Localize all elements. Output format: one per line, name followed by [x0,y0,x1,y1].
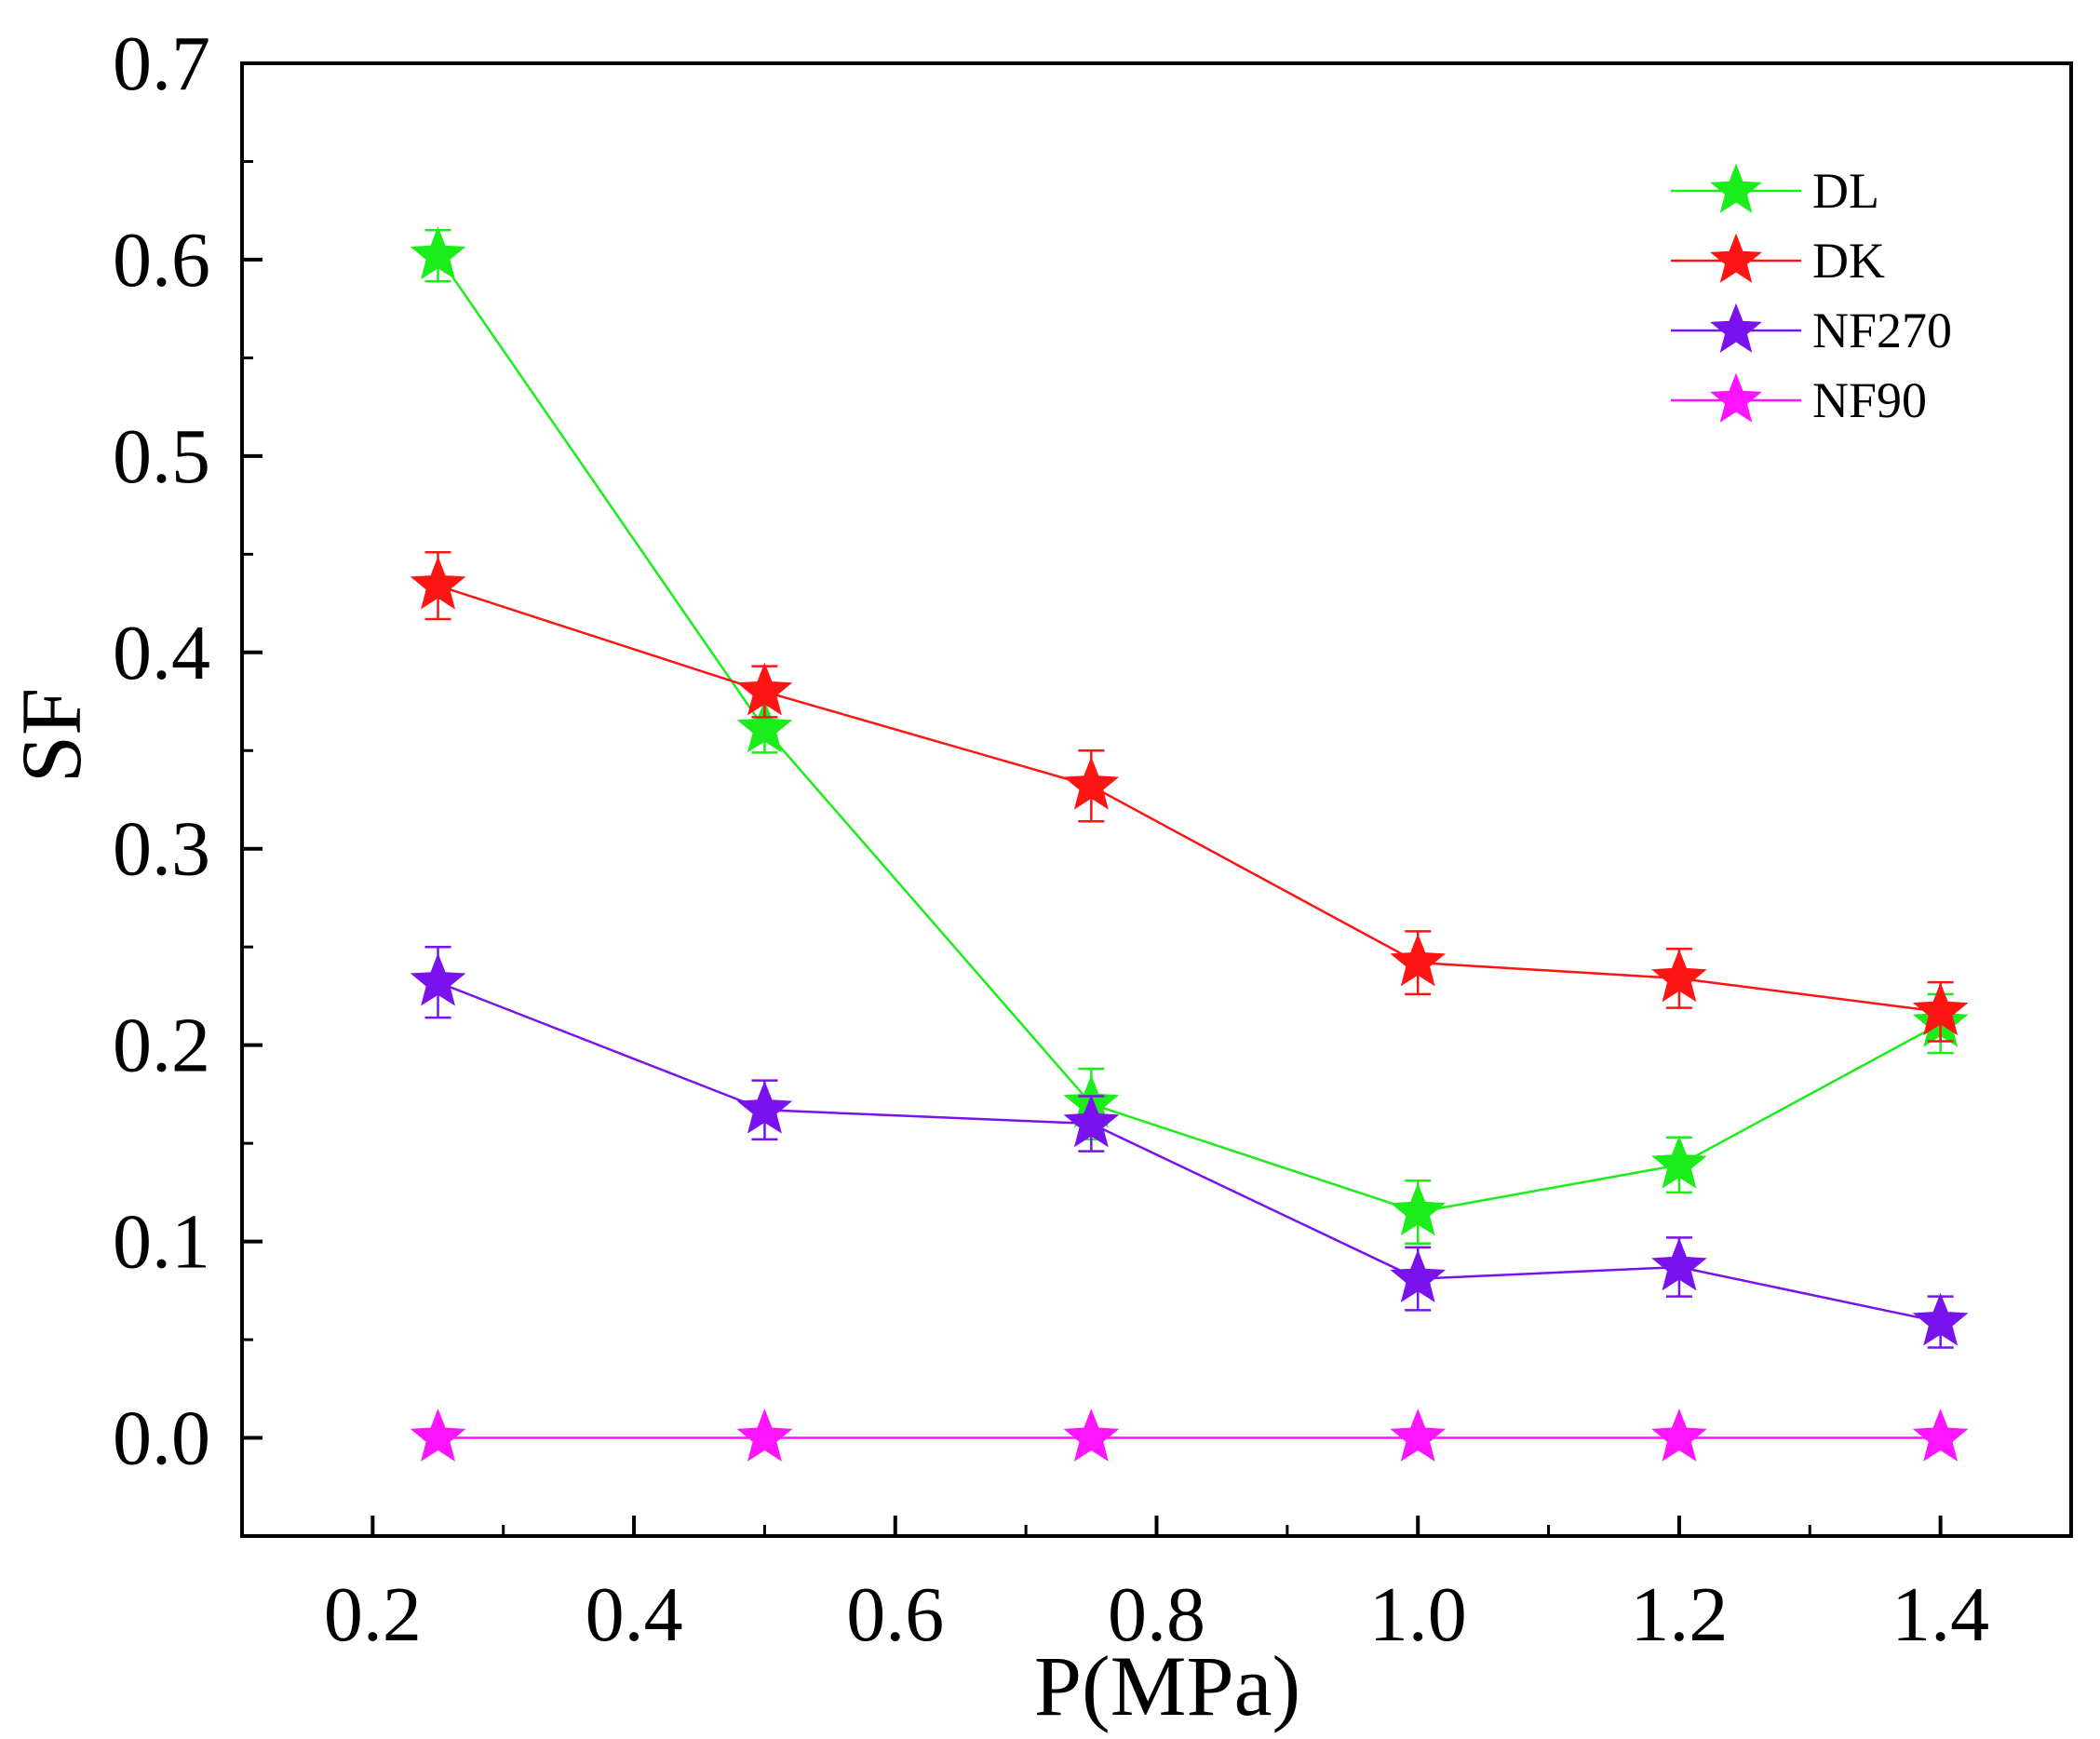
legend-star-icon [1710,303,1762,353]
y-tick-label: 0.2 [113,1003,210,1089]
star-marker-nf90 [410,1409,466,1462]
legend-star-icon [1710,233,1762,283]
star-marker-dl [1390,1182,1446,1236]
legend-item-dl: DL [1671,163,1879,219]
legend-label: NF270 [1812,303,1952,358]
y-tick-label: 0.7 [113,20,210,107]
star-marker-nf270 [410,952,466,1006]
legend-item-dk: DK [1671,233,1885,289]
legend-label: DL [1812,163,1879,219]
legend-star-icon [1710,372,1762,423]
y-tick-label: 0.3 [113,806,210,893]
star-marker-nf270 [736,1080,793,1134]
y-axis-title: SF [4,688,99,783]
series-nf90 [410,1409,1969,1462]
series-line-dl [437,255,1942,1214]
star-marker-dk [410,556,466,610]
x-tick-label: 0.6 [846,1571,944,1658]
legend-item-nf90: NF90 [1671,372,1927,428]
star-marker-dl [1651,1135,1707,1189]
y-tick-label: 0.4 [113,610,210,696]
star-marker-dk [736,662,793,716]
star-marker-dk [1390,933,1447,987]
star-marker-nf90 [1651,1409,1707,1462]
x-tick-label: 1.0 [1369,1571,1467,1658]
legend-label: NF90 [1812,372,1927,428]
star-marker-dk [1651,949,1707,1003]
series-line-dk [438,584,1941,1014]
y-tick-label: 0.5 [113,413,210,500]
star-marker-dl [410,226,466,280]
series-line-nf270 [438,981,1941,1324]
x-tick-label: 0.4 [586,1571,683,1658]
star-marker-nf90 [736,1409,793,1462]
star-marker-dl [736,699,793,753]
x-tick-label: 1.2 [1630,1571,1728,1658]
y-tick-label: 0.0 [113,1395,210,1482]
star-marker-nf270 [1912,1292,1969,1346]
x-tick-label: 0.2 [324,1571,422,1658]
star-marker-nf270 [1390,1249,1447,1303]
series-nf270 [410,945,1969,1349]
star-marker-dk [1912,982,1969,1036]
series-dk [410,550,1969,1043]
x-tick-label: 0.8 [1108,1571,1205,1658]
x-tick-label: 1.4 [1891,1571,1989,1658]
y-tick-label: 0.6 [113,217,210,303]
star-marker-nf270 [1651,1237,1707,1291]
star-marker-dk [1063,756,1120,810]
legend-item-nf270: NF270 [1671,303,1952,358]
legend-label: DK [1812,233,1885,289]
star-marker-nf90 [1063,1409,1120,1462]
star-marker-nf90 [1390,1409,1446,1462]
star-marker-nf270 [1063,1094,1120,1148]
x-axis-title: P(MPa) [1034,1638,1300,1733]
star-marker-nf90 [1912,1409,1969,1462]
y-tick-label: 0.1 [113,1199,210,1286]
legend-star-icon [1710,163,1762,213]
